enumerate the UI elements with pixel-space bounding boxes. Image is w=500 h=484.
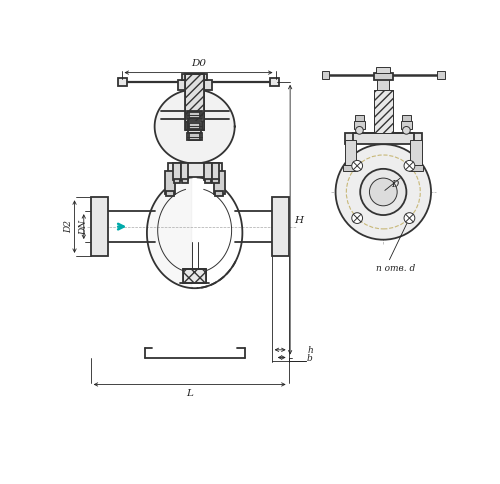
- Bar: [182, 75, 207, 81]
- Circle shape: [356, 127, 364, 135]
- Bar: [410, 166, 424, 172]
- Text: H: H: [294, 216, 303, 225]
- Text: n отв. d: n отв. d: [376, 263, 415, 272]
- Bar: [188, 75, 201, 135]
- Bar: [376, 68, 390, 74]
- Circle shape: [352, 161, 362, 172]
- Bar: [212, 180, 218, 184]
- Bar: [187, 112, 202, 120]
- Text: h: h: [307, 346, 313, 355]
- Bar: [355, 116, 364, 122]
- Bar: [166, 192, 174, 197]
- Text: D0: D0: [191, 59, 206, 68]
- Bar: [212, 164, 220, 181]
- Bar: [191, 95, 198, 131]
- Bar: [374, 91, 392, 134]
- Bar: [204, 164, 212, 181]
- Bar: [183, 270, 206, 283]
- Bar: [178, 81, 212, 91]
- Bar: [270, 79, 280, 87]
- Bar: [354, 122, 365, 130]
- Bar: [402, 116, 411, 122]
- Polygon shape: [154, 91, 234, 164]
- Text: D: D: [391, 180, 398, 188]
- Circle shape: [404, 161, 415, 172]
- Bar: [187, 83, 202, 89]
- Bar: [374, 91, 392, 134]
- Bar: [344, 166, 357, 172]
- Bar: [174, 180, 180, 184]
- Bar: [190, 113, 200, 119]
- Bar: [181, 164, 188, 181]
- Bar: [216, 192, 223, 197]
- Bar: [183, 270, 206, 283]
- Text: b: b: [307, 353, 313, 362]
- Text: DN: DN: [80, 220, 88, 235]
- Bar: [345, 134, 422, 145]
- Bar: [186, 75, 204, 131]
- Bar: [188, 122, 202, 131]
- Bar: [374, 74, 392, 80]
- Bar: [214, 172, 224, 195]
- Bar: [186, 75, 204, 131]
- Bar: [182, 180, 188, 184]
- Text: D2: D2: [64, 219, 73, 232]
- Bar: [272, 198, 288, 257]
- Circle shape: [360, 169, 406, 215]
- Bar: [190, 123, 200, 130]
- Bar: [168, 164, 222, 178]
- Bar: [345, 141, 356, 168]
- Bar: [410, 141, 422, 168]
- Bar: [187, 122, 202, 130]
- Bar: [90, 198, 108, 257]
- Bar: [118, 79, 127, 87]
- Bar: [437, 72, 445, 79]
- Polygon shape: [147, 178, 192, 288]
- Circle shape: [404, 213, 415, 224]
- Bar: [204, 180, 211, 184]
- Bar: [164, 172, 175, 195]
- Circle shape: [336, 145, 431, 240]
- Circle shape: [352, 213, 362, 224]
- Bar: [190, 89, 200, 95]
- Bar: [322, 72, 330, 79]
- Circle shape: [370, 179, 397, 206]
- Bar: [377, 76, 390, 91]
- Bar: [190, 134, 200, 140]
- Text: L: L: [186, 389, 193, 397]
- Bar: [401, 122, 412, 130]
- Circle shape: [402, 127, 410, 135]
- Bar: [173, 164, 181, 181]
- Bar: [187, 134, 202, 141]
